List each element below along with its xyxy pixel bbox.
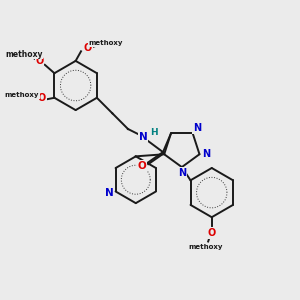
- Text: N: N: [202, 149, 210, 159]
- Text: H: H: [150, 128, 158, 137]
- Text: N: N: [105, 188, 113, 198]
- Text: methoxy: methoxy: [88, 40, 123, 46]
- Text: methoxy: methoxy: [5, 92, 39, 98]
- Text: methoxy: methoxy: [188, 244, 223, 250]
- Text: O: O: [208, 228, 216, 238]
- Text: methoxy: methoxy: [5, 50, 43, 59]
- Text: N: N: [193, 123, 201, 133]
- Text: O: O: [83, 43, 92, 53]
- Text: O: O: [38, 93, 46, 103]
- Text: O: O: [35, 56, 44, 66]
- Text: N: N: [178, 168, 186, 178]
- Text: N: N: [139, 132, 148, 142]
- Text: O: O: [138, 161, 146, 171]
